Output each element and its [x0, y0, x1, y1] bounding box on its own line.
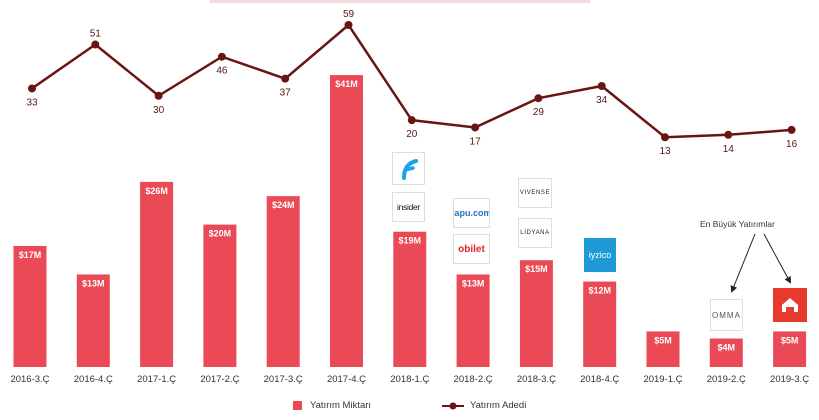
bar — [393, 231, 427, 367]
bar-value-label: $17M — [19, 250, 42, 260]
line-point — [787, 125, 796, 134]
x-tick-label: 2017-4.Ç — [327, 374, 366, 385]
logo-f — [392, 152, 425, 185]
arrow-left — [730, 233, 756, 293]
bar-value-label: $13M — [462, 278, 485, 288]
x-tick-label: 2018-3.Ç — [517, 374, 556, 385]
bar-value-label: $24M — [272, 200, 295, 210]
annotation-text: En Büyük Yatırımlar — [700, 219, 775, 229]
bar — [13, 245, 47, 367]
line-point — [217, 52, 226, 61]
line-value-label: 16 — [786, 139, 798, 150]
x-tick-label: 2017-3.Ç — [264, 374, 303, 385]
legend-bar-label: Yatırım Miktarı — [310, 400, 372, 411]
logo-omma-text: OMMA — [712, 310, 741, 320]
logo-obilet: obilet — [453, 234, 490, 264]
line-point — [154, 91, 163, 100]
bar — [583, 281, 617, 367]
logo-lidyana: LİDYANA — [518, 218, 552, 248]
logo-insider: insider — [392, 192, 425, 222]
x-tick-label: 2017-1.Ç — [137, 374, 176, 385]
x-tick-label: 2019-1.Ç — [643, 374, 682, 385]
legend-bar: Yatırım Miktarı — [293, 400, 371, 411]
line-value-label: 13 — [659, 146, 671, 157]
line-point — [28, 84, 36, 93]
line-value-label: 29 — [533, 107, 545, 118]
line-value-label: 30 — [153, 105, 165, 116]
bar-value-label: $5M — [654, 335, 672, 345]
line-value-label: 33 — [26, 97, 38, 108]
line-point — [407, 116, 416, 125]
top-divider — [210, 0, 590, 3]
line-value-label: 51 — [90, 29, 102, 40]
bar-value-label: $20M — [209, 229, 232, 239]
blue-swoosh-f-icon — [401, 158, 418, 180]
line-value-label: 46 — [216, 66, 228, 77]
logo-insider-text: insider — [397, 202, 420, 212]
line-value-label: 17 — [470, 136, 482, 147]
house-icon — [782, 298, 798, 312]
line-value-label: 37 — [280, 88, 292, 99]
bar — [456, 274, 490, 367]
x-tick-label: 2019-3.Ç — [770, 374, 809, 385]
line-point — [661, 133, 669, 142]
bar-value-label: $26M — [145, 186, 168, 196]
bar-value-label: $12M — [588, 286, 611, 296]
bar-value-label: $15M — [525, 264, 548, 274]
bar — [266, 196, 300, 367]
bar — [140, 181, 174, 367]
logo-iyzico-text: iyzico — [588, 250, 612, 260]
legend-line: Yatırım Adedi — [442, 400, 526, 411]
bar — [76, 274, 110, 367]
bar — [709, 338, 743, 367]
logo-obilet-text: obilet — [458, 243, 485, 255]
line-value-label: 59 — [343, 9, 355, 20]
arrow-right — [763, 233, 791, 284]
line-point — [344, 21, 353, 29]
line-point — [91, 40, 100, 49]
bar-value-label: $19M — [399, 236, 422, 246]
bar-value-label: $13M — [82, 278, 105, 288]
logo-tapu: tapu.com — [453, 198, 490, 228]
logo-tapu-text: tapu.com — [453, 208, 490, 218]
x-tick-label: 2019-2.Ç — [707, 374, 746, 385]
x-tick-label: 2018-2.Ç — [454, 374, 493, 385]
bar — [519, 260, 553, 367]
bar-value-label: $41M — [335, 79, 358, 89]
line-value-label: 14 — [723, 144, 735, 155]
x-tick-label: 2017-2.Ç — [200, 374, 239, 385]
bar-value-label: $5M — [781, 335, 799, 345]
logo-house — [773, 288, 807, 322]
bar — [330, 75, 363, 367]
bar-value-label: $4M — [718, 343, 736, 353]
line-point — [471, 123, 480, 132]
line-point — [534, 94, 543, 103]
legend-line-marker — [442, 402, 464, 409]
x-tick-label: 2018-1.Ç — [390, 374, 429, 385]
x-tick-label: 2016-4.Ç — [74, 374, 113, 385]
x-tick-label: 2016-3.Ç — [10, 374, 49, 385]
line-value-label: 34 — [596, 95, 608, 106]
logo-iyzico: iyzico — [584, 238, 616, 272]
line-point — [724, 130, 733, 139]
logo-vivense-text: VIVENSE — [519, 190, 551, 196]
logo-omma: OMMA — [710, 299, 743, 331]
line-point — [281, 74, 290, 83]
legend-line-label: Yatırım Adedi — [470, 400, 527, 411]
logo-vivense: VIVENSE — [518, 178, 552, 208]
x-tick-label: 2018-4.Ç — [580, 374, 619, 385]
bar — [203, 224, 237, 367]
bar — [646, 331, 680, 367]
logo-lidyana-text: LİDYANA — [520, 230, 550, 236]
line-point — [597, 82, 606, 90]
bar — [773, 331, 807, 367]
legend-bar-swatch — [293, 401, 302, 410]
line-value-label: 20 — [406, 129, 418, 140]
